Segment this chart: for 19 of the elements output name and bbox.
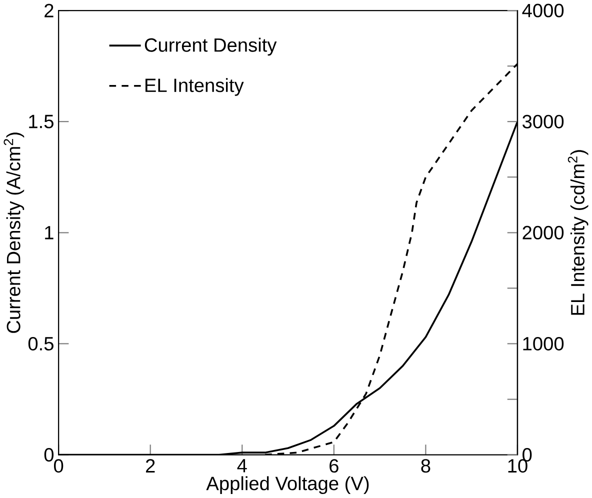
y-tick-label: 0.5	[28, 337, 54, 351]
y-tick-label: 1.5	[29, 115, 54, 128]
x-tick-label: 0	[54, 459, 64, 473]
y-axis-title: Current Density (A/cm$^{2}$)	[4, 132, 24, 334]
y-tick-label: 1	[45, 226, 54, 240]
x-tick-label: 6	[330, 459, 338, 473]
x-tick-label: 8	[421, 459, 430, 473]
y2-tick-label: 2000	[522, 226, 564, 240]
y-tick-label: 2	[44, 4, 54, 18]
y2-tick-label: 4000	[522, 4, 564, 18]
legend-label: Current Density	[144, 38, 277, 56]
y-tick-label: 0	[44, 448, 54, 462]
x-axis-title: Applied Voltage (V)	[206, 476, 369, 494]
legend-label: EL Intensity	[146, 78, 244, 96]
y2-tick-label: 3000	[522, 114, 564, 128]
x-tick-label: 2	[146, 459, 155, 473]
x-tick-label: 4	[237, 459, 247, 472]
y2-tick-label: 1000	[523, 337, 564, 351]
y2-axis-title: EL Intensity (cd/m$^{2}$)	[568, 150, 588, 315]
